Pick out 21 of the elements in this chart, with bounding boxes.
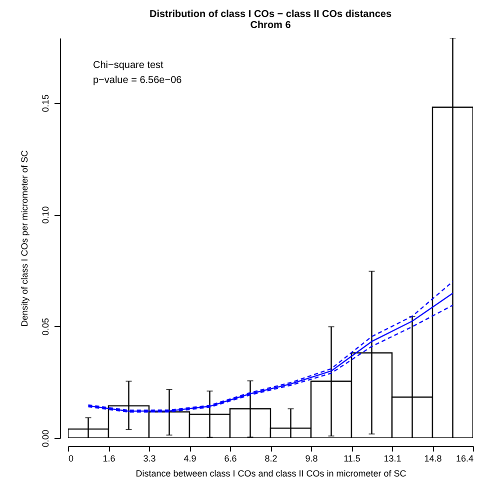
y-tick-label: 0.00 (40, 430, 50, 448)
x-tick-label: 4.9 (184, 454, 196, 464)
x-tick-label: 14.8 (424, 454, 442, 464)
y-axis-title: Density of class I COs per micrometer of SC (20, 150, 30, 327)
x-tick-label: 9.8 (305, 454, 318, 464)
x-tick-label: 13.1 (384, 454, 402, 464)
x-tick-label: 11.5 (344, 454, 360, 464)
y-tick-label: 0.15 (40, 94, 50, 112)
x-axis-title: Distance between class I COs and class II COs in micrometer of SC (136, 468, 407, 478)
chart-title: Distribution of class I COs − class II COs distances (149, 9, 392, 20)
x-tick-label: 3.3 (143, 454, 156, 464)
x-tick-label: 0 (68, 454, 74, 464)
x-tick-label: 6.6 (224, 454, 237, 464)
annotation: p−value = 6.56e−06 (93, 75, 182, 86)
x-tick-label: 16.4 (456, 454, 474, 464)
chart-subtitle: Chrom 6 (250, 20, 292, 31)
annotation: Chi−square test (93, 60, 164, 71)
x-tick-label: 8.2 (264, 454, 278, 464)
x-tick-label: 1.6 (102, 454, 116, 464)
y-tick-label: 0.10 (40, 206, 50, 224)
y-tick-label: 0.05 (40, 318, 50, 336)
